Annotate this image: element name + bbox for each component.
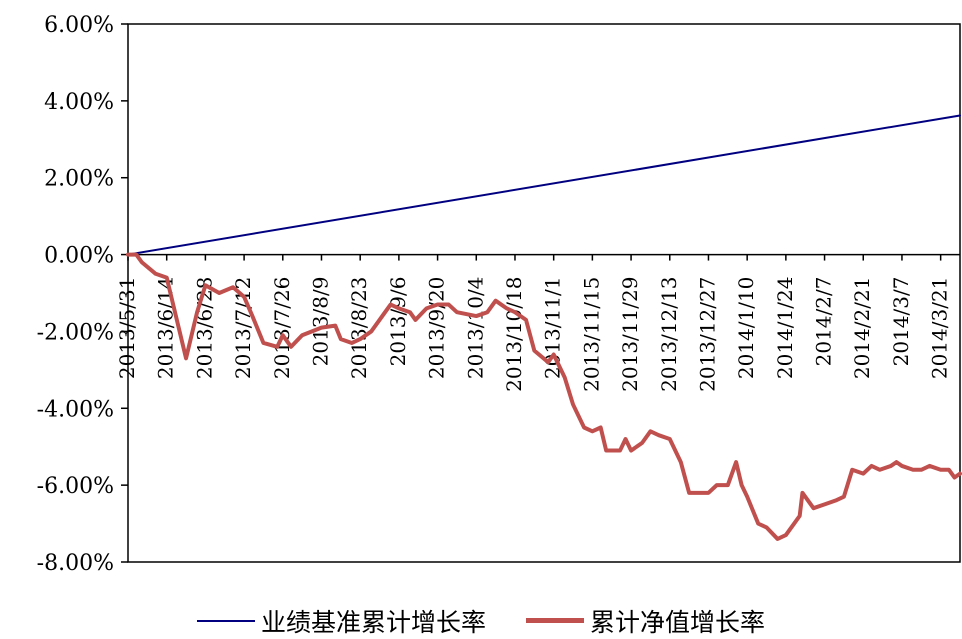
- x-tick-label: 2013/11/29: [618, 277, 642, 392]
- x-tick-label: 2013/11/1: [541, 277, 565, 380]
- x-tick-label: 2013/7/26: [270, 277, 294, 380]
- legend-swatch-benchmark: [196, 619, 255, 622]
- x-tick-label: 2013/9/6: [386, 277, 410, 367]
- legend-swatch-nav: [526, 618, 584, 623]
- x-tick-label: 2013/12/27: [695, 277, 719, 392]
- y-tick-label: 6.00%: [44, 13, 114, 38]
- x-tick-label: 2013/8/9: [308, 277, 332, 367]
- x-tick-label: 2013/10/18: [502, 277, 526, 392]
- x-tick-label: 2013/12/13: [657, 277, 681, 392]
- chart: 6.00% 4.00% 2.00% 0.00% -2.00% -4.00% -6.00% -8…: [37, 13, 962, 576]
- x-tick-label: 2013/6/14: [154, 277, 178, 380]
- x-tick-label: 2013/10/4: [463, 277, 487, 380]
- y-axis-ticks: 6.00% 4.00% 2.00% 0.00% -2.00% -4.00% -6.00% -8…: [37, 13, 128, 576]
- legend-label-nav: 累计净值增长率: [590, 607, 766, 637]
- y-tick-label: -4.00%: [37, 397, 114, 422]
- x-tick-label: 2014/1/24: [773, 277, 797, 380]
- x-tick-label: 2013/5/31: [115, 277, 139, 380]
- legend: 业绩基准累计增长率 累计净值增长率: [0, 602, 962, 639]
- y-tick-label: 0.00%: [44, 244, 114, 269]
- x-tick-label: 2013/9/20: [425, 277, 449, 380]
- x-tick-label: 2014/3/7: [889, 277, 913, 367]
- y-tick-label: -8.00%: [37, 551, 114, 576]
- y-tick-label: 2.00%: [44, 167, 114, 192]
- legend-item-benchmark: 业绩基准累计增长率: [196, 603, 486, 639]
- x-tick-label: 2013/7/12: [231, 277, 255, 380]
- plot-area: [127, 23, 961, 563]
- y-tick-label: -2.00%: [37, 320, 114, 345]
- x-tick-label: 2013/8/23: [347, 277, 371, 380]
- x-tick-label: 2013/11/15: [579, 277, 603, 392]
- series-group: [126, 114, 962, 541]
- y-tick-label: 4.00%: [44, 90, 114, 115]
- x-axis-ticks: 2013/5/31 2013/6/14 2013/6/28 2013/7/12 2013…: [115, 254, 952, 392]
- x-tick-label: 2014/2/21: [850, 277, 874, 380]
- series-line-nav: [126, 252, 962, 541]
- legend-label-benchmark: 业绩基准累计增长率: [260, 607, 486, 637]
- x-tick-label: 2014/2/7: [812, 277, 836, 367]
- y-tick-label: -6.00%: [37, 474, 114, 499]
- x-tick-label: 2014/1/10: [734, 277, 758, 380]
- series-line-benchmark: [127, 114, 961, 256]
- x-tick-label: 2014/3/21: [928, 277, 952, 380]
- legend-item-nav: 累计净值增长率: [526, 603, 765, 639]
